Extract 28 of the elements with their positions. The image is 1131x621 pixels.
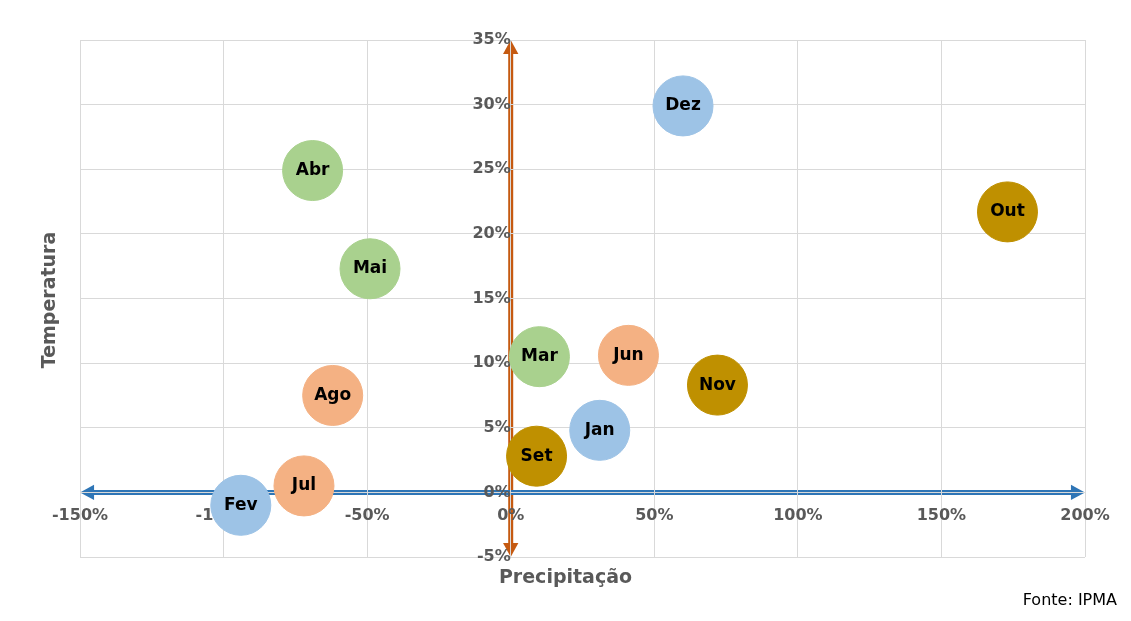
- data-label: Fev: [224, 493, 258, 514]
- data-label: Jun: [612, 343, 644, 364]
- data-label: Jul: [290, 474, 317, 495]
- data-label: Nov: [698, 373, 736, 394]
- x-tick-label: -150%: [51, 505, 109, 525]
- data-label: Mar: [521, 345, 559, 366]
- data-label: Ago: [314, 383, 352, 404]
- data-label: Dez: [665, 94, 701, 115]
- data-label: Out: [990, 200, 1025, 221]
- x-tick-label: 100%: [773, 505, 823, 525]
- source-note: Fonte: IPMA: [1022, 590, 1117, 609]
- x-tick-label: 150%: [916, 505, 967, 525]
- data-label: Abr: [295, 158, 331, 179]
- data-label: Set: [520, 444, 553, 465]
- x-tick-label: -50%: [344, 505, 390, 525]
- y-tick-label: 5%: [483, 416, 511, 436]
- y-tick-label: 20%: [472, 223, 511, 243]
- y-tick-label: -5%: [476, 546, 511, 566]
- y-axis-title: Temperatura: [37, 231, 59, 369]
- y-tick-label: 30%: [472, 93, 511, 113]
- y-tick-label: 35%: [472, 29, 511, 49]
- x-tick-label: 50%: [635, 505, 674, 525]
- x-tick-label: 200%: [1060, 505, 1110, 525]
- data-label: Mai: [352, 257, 388, 278]
- y-tick-label: 15%: [472, 287, 511, 307]
- y-tick-label: 25%: [472, 158, 511, 178]
- data-label: Jan: [583, 418, 615, 439]
- x-axis-title: Precipitação: [497, 565, 634, 587]
